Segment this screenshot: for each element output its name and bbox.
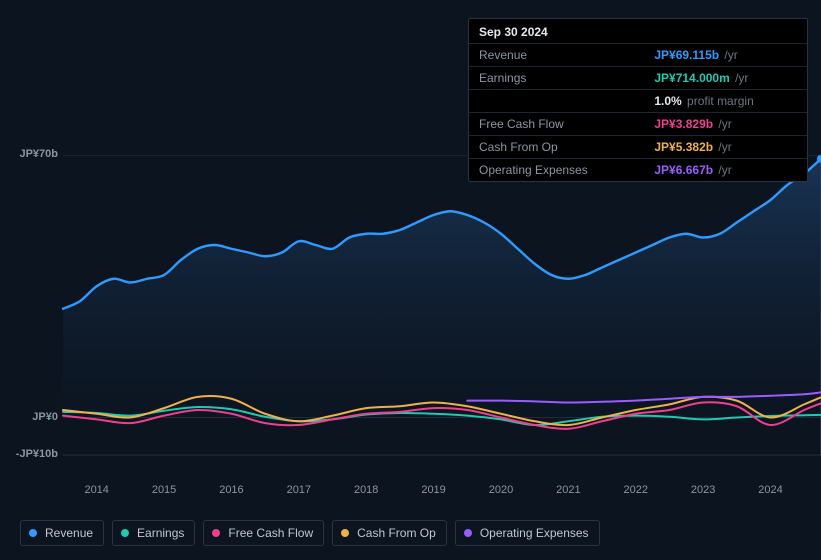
legend-label: Cash From Op	[357, 526, 436, 540]
tooltip-row-value: JP¥5.382b /yr	[644, 136, 807, 159]
x-axis-tick-label: 2018	[354, 484, 378, 496]
x-axis-tick-label: 2020	[489, 484, 513, 496]
x-axis-tick-label: 2022	[623, 484, 647, 496]
tooltip-row-value: 1.0% profit margin	[644, 90, 807, 113]
tooltip-row-label: Earnings	[469, 67, 644, 90]
tooltip-row-value: JP¥69.115b /yr	[644, 44, 807, 67]
tooltip-row: Operating ExpensesJP¥6.667b /yr	[469, 159, 807, 182]
tooltip-row: RevenueJP¥69.115b /yr	[469, 44, 807, 67]
legend-item-earnings[interactable]: Earnings	[112, 520, 195, 546]
x-axis-tick-label: 2023	[691, 484, 715, 496]
tooltip-date: Sep 30 2024	[469, 19, 807, 43]
legend-item-cfo[interactable]: Cash From Op	[332, 520, 447, 546]
x-axis-tick-label: 2021	[556, 484, 580, 496]
legend-item-fcf[interactable]: Free Cash Flow	[203, 520, 324, 546]
tooltip-row-label: Operating Expenses	[469, 159, 644, 182]
tooltip-row: Free Cash FlowJP¥3.829b /yr	[469, 113, 807, 136]
legend: Revenue Earnings Free Cash Flow Cash From O…	[20, 520, 600, 546]
legend-swatch-icon	[464, 529, 472, 537]
chart-root: Sep 30 2024 RevenueJP¥69.115b /yrEarning…	[0, 0, 821, 560]
legend-label: Revenue	[45, 526, 93, 540]
legend-item-opex[interactable]: Operating Expenses	[455, 520, 600, 546]
x-axis-labels: 2014 2015 2016 2017 2018 2019 2020 2021 2022 2023…	[0, 484, 821, 502]
tooltip-box: Sep 30 2024 RevenueJP¥69.115b /yrEarning…	[468, 18, 808, 182]
legend-label: Earnings	[137, 526, 184, 540]
legend-swatch-icon	[212, 529, 220, 537]
x-axis-tick-label: 2015	[152, 484, 176, 496]
tooltip-row: 1.0% profit margin	[469, 90, 807, 113]
chart-svg	[15, 155, 821, 475]
x-axis-tick-label: 2024	[758, 484, 782, 496]
tooltip-row-value: JP¥3.829b /yr	[644, 113, 807, 136]
tooltip-row-label: Free Cash Flow	[469, 113, 644, 136]
legend-label: Free Cash Flow	[228, 526, 313, 540]
x-axis-tick-label: 2019	[421, 484, 445, 496]
x-axis-tick-label: 2016	[219, 484, 243, 496]
tooltip-row-value: JP¥6.667b /yr	[644, 159, 807, 182]
legend-swatch-icon	[121, 529, 129, 537]
tooltip-row: EarningsJP¥714.000m /yr	[469, 67, 807, 90]
legend-swatch-icon	[29, 529, 37, 537]
tooltip-row: Cash From OpJP¥5.382b /yr	[469, 136, 807, 159]
chart-plot-area[interactable]	[15, 155, 806, 475]
x-axis-tick-label: 2017	[287, 484, 311, 496]
tooltip-table: RevenueJP¥69.115b /yrEarningsJP¥714.000m…	[469, 43, 807, 181]
tooltip-row-value: JP¥714.000m /yr	[644, 67, 807, 90]
tooltip-row-label	[469, 90, 644, 113]
legend-swatch-icon	[341, 529, 349, 537]
legend-item-revenue[interactable]: Revenue	[20, 520, 104, 546]
tooltip-row-label: Revenue	[469, 44, 644, 67]
tooltip-row-label: Cash From Op	[469, 136, 644, 159]
x-axis-tick-label: 2014	[84, 484, 108, 496]
legend-label: Operating Expenses	[480, 526, 589, 540]
